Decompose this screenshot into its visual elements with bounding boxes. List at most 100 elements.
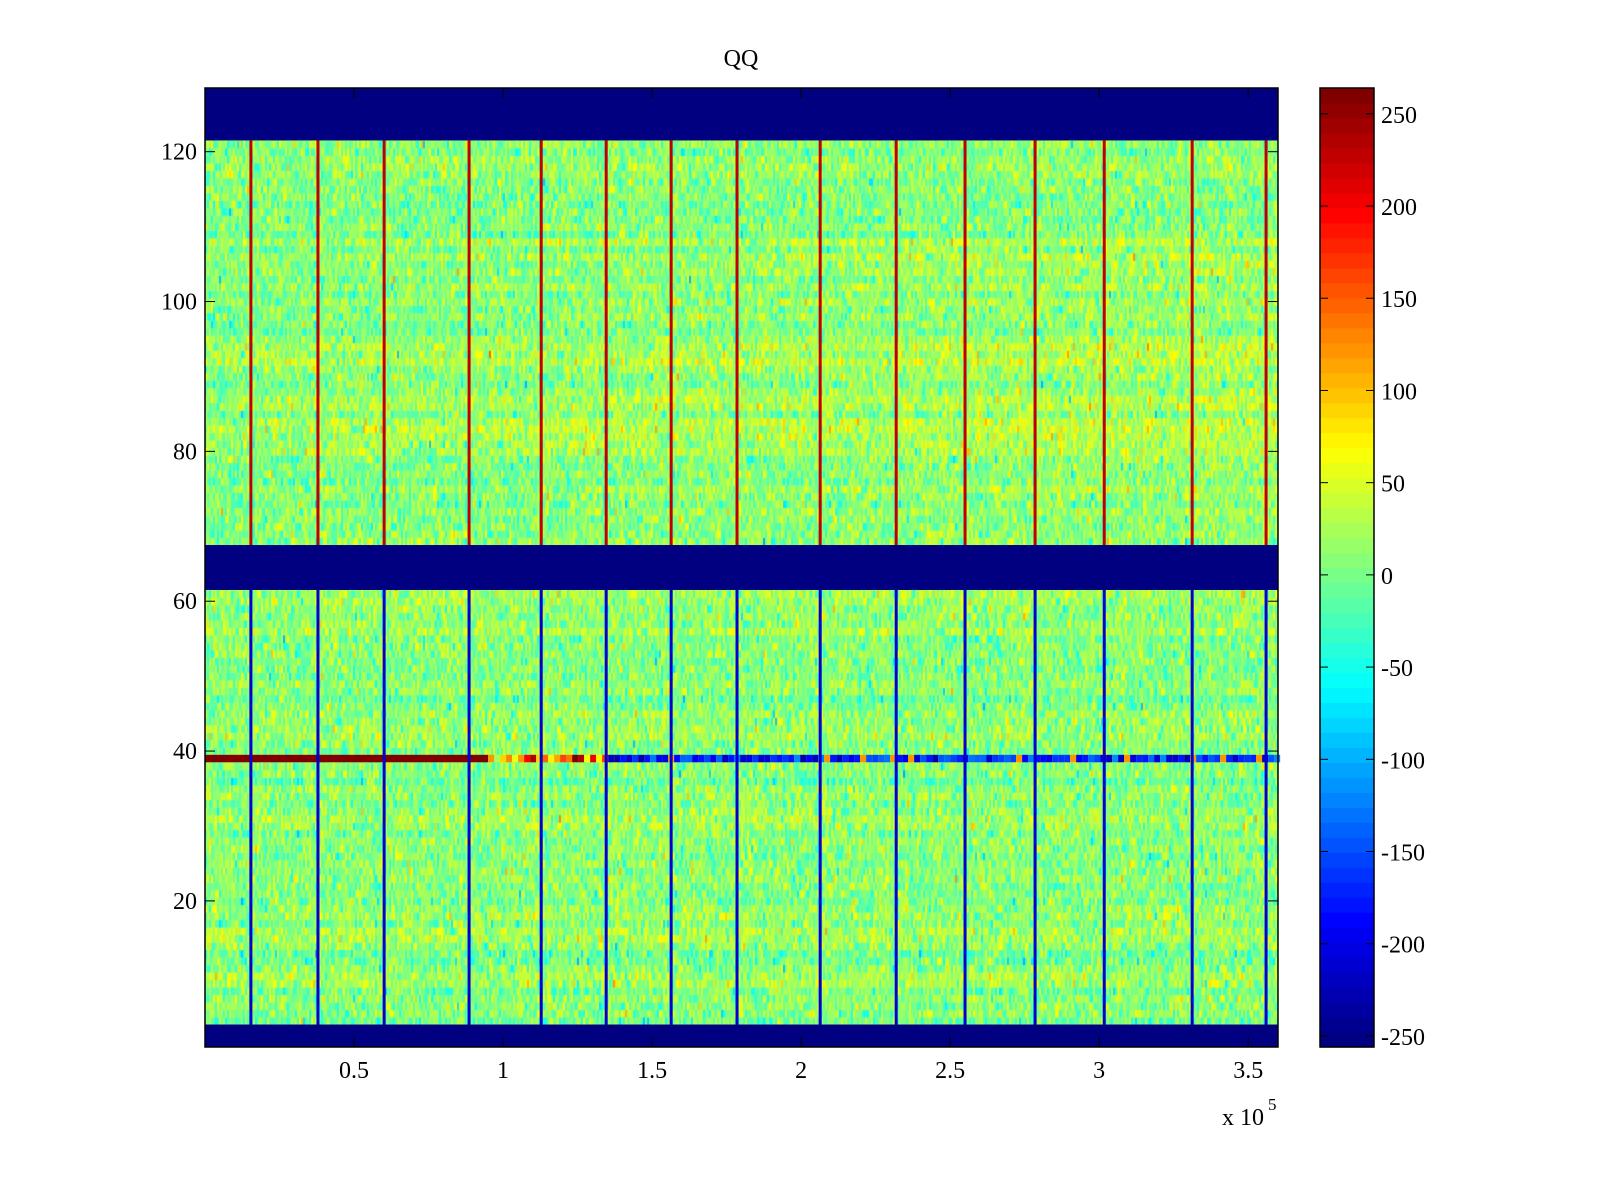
- highlight-row-cell: [530, 754, 537, 763]
- highlight-row-cell: [824, 754, 831, 763]
- x-tick-label: 3: [1093, 1058, 1105, 1084]
- vertical-line-upper: [669, 140, 673, 546]
- colorbar: -250 -200 -150 -100 -50 0 50 100 150 200 250: [1319, 87, 1425, 1051]
- plot-frame: [204, 87, 1279, 1048]
- x-exponent-label: x 10 5: [1222, 1095, 1277, 1131]
- highlight-row-cell: [1184, 754, 1191, 763]
- y-tick-label: 100: [161, 290, 197, 316]
- colorbar-swatch: [1320, 327, 1374, 344]
- highlight-row-cell: [1076, 754, 1083, 763]
- highlight-row-cell: [842, 754, 849, 763]
- highlight-row-cell: [1046, 754, 1053, 763]
- highlight-row-cell: [980, 754, 987, 763]
- highlight-row-cell: [1244, 754, 1251, 763]
- highlight-row-cell: [578, 754, 585, 763]
- highlight-row-cell: [1238, 754, 1245, 763]
- colorbar-swatch: [1320, 657, 1374, 673]
- colorbar-swatch: [1320, 672, 1374, 688]
- highlight-row-cell: [1010, 754, 1017, 763]
- colorbar-swatch: [1320, 807, 1374, 823]
- colorbar-tick-label: -50: [1381, 656, 1413, 682]
- colorbar-swatch: [1320, 762, 1374, 778]
- colorbar-swatch: [1320, 792, 1374, 808]
- vertical-line-upper: [1190, 140, 1194, 546]
- highlight-row-cell: [878, 754, 885, 763]
- colorbar-swatch: [1320, 972, 1374, 988]
- colorbar-swatch: [1320, 417, 1374, 434]
- vertical-line-lower: [1190, 589, 1194, 1025]
- colorbar-swatch: [1320, 957, 1374, 973]
- y-tick-label: 60: [173, 589, 197, 615]
- colorbar-swatch: [1320, 867, 1374, 883]
- colorbar-swatch: [1320, 492, 1374, 509]
- highlight-row-segment: [205, 754, 489, 763]
- colorbar-swatch: [1320, 117, 1374, 134]
- vertical-line-lower: [818, 589, 822, 1025]
- empty-row-band: [205, 88, 1278, 141]
- vertical-line-upper: [316, 140, 320, 546]
- highlight-row-cell: [1022, 754, 1029, 763]
- colorbar-tick-label: 150: [1381, 287, 1417, 313]
- colorbar-swatch: [1320, 582, 1374, 599]
- vertical-line-lower: [382, 589, 386, 1025]
- colorbar-swatch: [1320, 837, 1374, 853]
- highlight-row-cell: [944, 754, 951, 763]
- colorbar-swatch: [1320, 147, 1374, 164]
- colorbar-swatch: [1320, 702, 1374, 718]
- colorbar-swatch: [1320, 462, 1374, 479]
- highlight-row-cell: [728, 754, 735, 763]
- highlight-row-cell: [776, 754, 783, 763]
- chart-title: QQ: [724, 46, 759, 72]
- highlight-row-cell: [566, 754, 573, 763]
- highlight-row-cell: [782, 754, 789, 763]
- x-tick-label: 2.5: [935, 1058, 965, 1084]
- colorbar-swatch: [1320, 852, 1374, 868]
- highlight-row-cell: [548, 754, 555, 763]
- highlight-row-cell: [752, 754, 759, 763]
- highlight-row-cell: [1142, 754, 1149, 763]
- highlight-row-cell: [1058, 754, 1065, 763]
- vertical-line-lower: [1264, 589, 1268, 1025]
- colorbar-tick-label: -250: [1381, 1025, 1425, 1051]
- highlight-row-cell: [584, 754, 591, 763]
- colorbar-swatch: [1320, 912, 1374, 928]
- vertical-line-lower: [894, 589, 898, 1025]
- vertical-line-upper: [604, 140, 608, 546]
- highlight-row-cell: [950, 754, 957, 763]
- colorbar-swatch: [1320, 777, 1374, 793]
- highlight-row-cell: [860, 754, 867, 763]
- highlight-row-cell: [914, 754, 921, 763]
- colorbar-swatch: [1320, 612, 1374, 629]
- highlight-row-cell: [1106, 754, 1113, 763]
- colorbar-swatch: [1320, 342, 1374, 359]
- highlight-row-cell: [518, 754, 525, 763]
- highlight-row-cell: [698, 754, 705, 763]
- highlight-row-cell: [884, 754, 891, 763]
- highlight-row-cell: [854, 754, 861, 763]
- colorbar-swatch: [1320, 927, 1374, 943]
- colorbar-swatch: [1320, 192, 1374, 209]
- vertical-line-upper: [735, 140, 739, 546]
- colorbar-swatch: [1320, 372, 1374, 389]
- colorbar-swatch: [1320, 507, 1374, 524]
- colorbar-swatch: [1320, 297, 1374, 314]
- colorbar-swatch: [1320, 522, 1374, 539]
- highlight-row-cell: [686, 754, 693, 763]
- colorbar-swatch: [1320, 387, 1374, 404]
- highlight-row-cell: [656, 754, 663, 763]
- highlight-row-cell: [632, 754, 639, 763]
- highlight-row-cell: [746, 754, 753, 763]
- highlight-row-cell: [1250, 754, 1257, 763]
- y-tick-label: 20: [173, 889, 197, 915]
- empty-row-band: [205, 545, 1278, 590]
- colorbar-swatch: [1320, 162, 1374, 179]
- colorbar-swatch: [1320, 882, 1374, 898]
- empty-row-band: [205, 1024, 1278, 1047]
- colorbar-tick-label: 0: [1381, 564, 1393, 590]
- x-tick-label: 1.5: [637, 1058, 667, 1084]
- colorbar-swatch: [1320, 177, 1374, 194]
- colorbar-swatch: [1320, 132, 1374, 149]
- highlight-row-cell: [1268, 754, 1275, 763]
- vertical-line-lower: [604, 589, 608, 1025]
